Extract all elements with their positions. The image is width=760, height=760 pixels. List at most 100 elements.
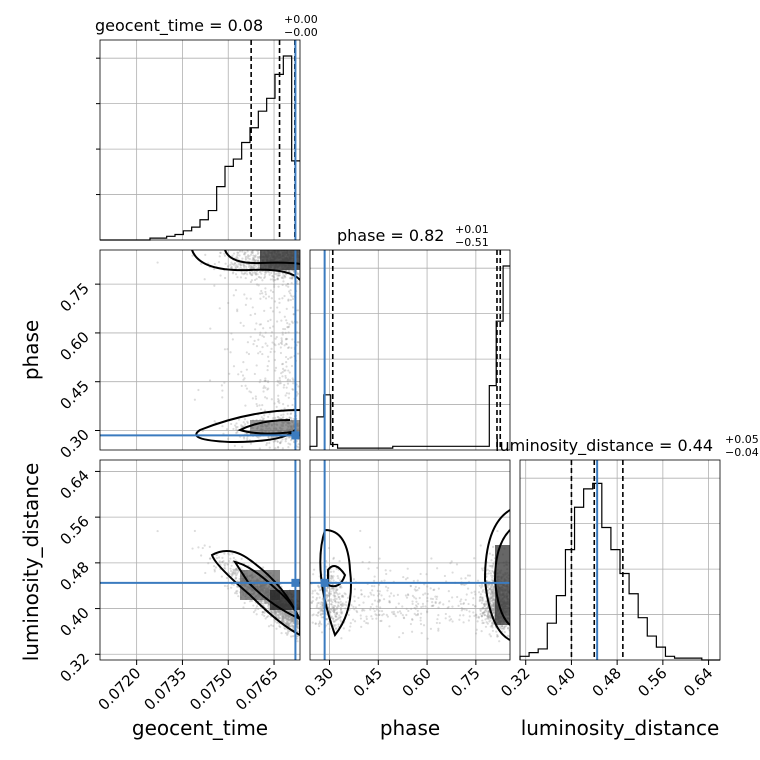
sample-phase-geocent-604 — [253, 270, 256, 274]
contour-lp-left-inner — [327, 565, 347, 588]
sample-lum-phase-402 — [463, 608, 466, 611]
sample-lum-geocent-1307 — [229, 557, 232, 560]
sample-lum-geocent-566 — [280, 611, 284, 615]
sample-lum-geocent-55 — [200, 554, 203, 557]
sample-lum-geocent-1357 — [267, 625, 271, 628]
sample-lum-geocent-474 — [287, 618, 290, 621]
sample-lum-phase-616 — [492, 586, 495, 589]
sample-lum-geocent-1355 — [265, 615, 269, 619]
sample-lum-phase-1061 — [339, 620, 343, 623]
sample-phase-geocent-1052 — [275, 237, 277, 239]
sample-lum-phase-1459 — [311, 614, 314, 617]
sample-lum-geocent-740 — [233, 569, 236, 572]
sample-lum-geocent-871 — [291, 618, 294, 621]
sample-lum-phase-1590 — [474, 593, 477, 596]
sample-lum-phase-1316 — [485, 602, 488, 605]
sample-lum-geocent-238 — [274, 612, 277, 615]
sample-lum-phase-715 — [490, 600, 493, 603]
sample-phase-geocent-1565 — [276, 306, 279, 309]
sample-lum-geocent-836 — [284, 614, 287, 617]
sample-lum-phase-316 — [370, 593, 373, 596]
sample-lum-geocent-1183 — [281, 612, 284, 615]
frame-phase-geocent — [99, 249, 301, 451]
frame-lum-geocent — [99, 459, 301, 661]
sample-lum-phase-531 — [318, 624, 321, 628]
sample-lum-geocent-524 — [214, 566, 218, 569]
sample-lum-phase-264 — [339, 586, 342, 589]
panel-phase — [309, 249, 511, 451]
sample-phase-geocent-1472 — [297, 385, 300, 388]
sample-lum-phase-197 — [492, 570, 495, 574]
sample-lum-geocent-714 — [267, 605, 270, 608]
sample-lum-geocent-373 — [264, 602, 267, 605]
sample-phase-geocent-278 — [287, 299, 290, 302]
sample-phase-geocent-976 — [281, 276, 284, 279]
sample-phase-geocent-218 — [251, 250, 254, 253]
sample-phase-geocent-635 — [243, 267, 246, 270]
sample-lum-geocent-810 — [212, 565, 216, 568]
sample-phase-geocent-1566 — [266, 344, 269, 347]
sample-phase-geocent-389 — [232, 427, 235, 431]
sample-lum-phase-672 — [419, 616, 422, 619]
sample-lum-phase-1578 — [326, 622, 330, 626]
sample-phase-geocent-411 — [284, 245, 286, 247]
sample-phase-geocent-1012 — [258, 381, 261, 384]
sample-lum-phase-64 — [371, 603, 374, 606]
sample-lum-phase-913 — [487, 615, 490, 619]
sample-lum-phase-1472 — [372, 607, 375, 610]
sample-phase-geocent-1167 — [234, 424, 237, 427]
sample-phase-geocent-1229 — [283, 327, 287, 331]
sample-phase-geocent-1431 — [270, 271, 273, 275]
sample-lum-phase-423 — [320, 608, 323, 611]
sample-lum-phase-1119 — [481, 599, 484, 602]
sample-lum-phase-186 — [320, 608, 323, 611]
sample-lum-geocent-801 — [230, 564, 233, 567]
sample-lum-phase-621 — [326, 594, 329, 597]
sample-lum-geocent-1176 — [281, 615, 285, 618]
sample-lum-phase-112 — [496, 635, 499, 638]
sample-lum-phase-498 — [484, 607, 487, 610]
sample-lum-phase-379 — [480, 599, 483, 602]
sample-phase-geocent-404 — [213, 284, 216, 287]
sample-lum-geocent-1268 — [273, 613, 276, 616]
sample-phase-geocent-458 — [235, 422, 238, 425]
sample-phase-geocent-888 — [237, 418, 241, 421]
sample-phase-geocent-863 — [277, 242, 279, 244]
sample-lum-phase-679 — [357, 596, 360, 599]
sample-lum-phase-1548 — [491, 590, 494, 593]
sample-lum-geocent-85 — [274, 620, 277, 623]
sample-phase-geocent-158 — [263, 409, 267, 412]
sample-phase-geocent-1347 — [244, 257, 247, 260]
sample-lum-phase-1411 — [406, 567, 409, 570]
sample-lum-geocent-172 — [279, 609, 282, 613]
sample-lum-phase-317 — [426, 637, 429, 640]
sample-phase-geocent-513 — [243, 264, 246, 267]
sample-phase-geocent-430 — [284, 245, 286, 247]
sample-lum-geocent-885 — [292, 617, 295, 621]
sample-lum-geocent-900 — [231, 561, 235, 564]
sample-phase-geocent-392 — [252, 240, 254, 242]
sample-lum-geocent-0 — [204, 571, 207, 575]
sample-lum-phase-1118 — [489, 616, 492, 619]
sample-phase-geocent-295 — [288, 247, 290, 249]
sample-lum-phase-455 — [326, 595, 329, 598]
sample-lum-geocent-651 — [284, 619, 288, 622]
sample-lum-geocent-1425 — [277, 615, 281, 619]
sample-lum-geocent-456 — [286, 623, 289, 627]
sample-lum-geocent-112 — [291, 635, 295, 638]
sample-lum-phase-697 — [492, 601, 495, 604]
sample-lum-phase-670 — [372, 579, 376, 582]
sample-lum-phase-750 — [490, 590, 494, 593]
sample-lum-phase-667 — [489, 572, 492, 575]
sample-lum-phase-657 — [489, 586, 493, 589]
sample-lum-geocent-1050 — [257, 599, 261, 603]
sample-phase-geocent-634 — [278, 376, 281, 380]
sample-phase-geocent-1542 — [236, 276, 239, 279]
sample-phase-geocent-788 — [273, 242, 275, 244]
sample-phase-geocent-12 — [269, 326, 272, 329]
contour-lp-right-inner — [493, 529, 510, 626]
sample-lum-geocent-1453 — [234, 576, 237, 579]
sample-phase-geocent-897 — [247, 254, 250, 257]
sample-lum-phase-1028 — [382, 613, 385, 616]
sample-lum-geocent-234 — [296, 619, 300, 622]
